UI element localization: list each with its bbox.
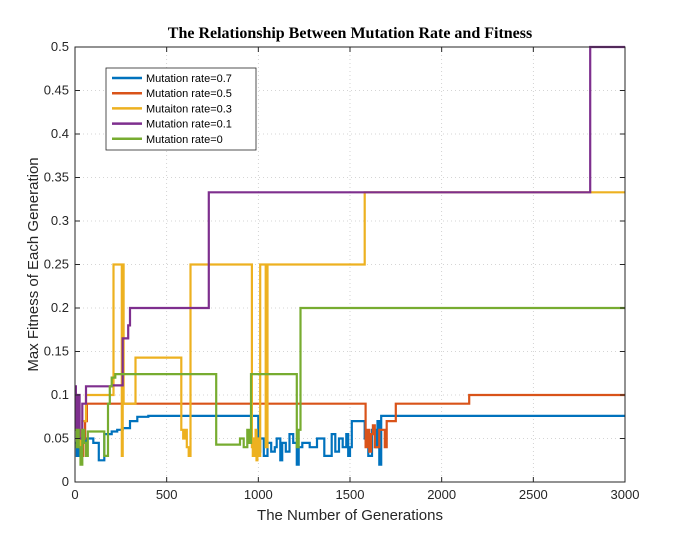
x-tick-label: 2000 xyxy=(427,487,456,502)
y-tick-label: 0.5 xyxy=(51,39,69,54)
y-tick-label: 0 xyxy=(62,474,69,489)
chart-title: The Relationship Between Mutation Rate a… xyxy=(168,25,532,42)
y-tick-label: 0.25 xyxy=(44,257,69,272)
series-line-4 xyxy=(75,306,625,466)
x-tick-label: 1500 xyxy=(336,487,365,502)
y-tick-label: 0.1 xyxy=(51,387,69,402)
legend-label: Mutation rate=0.1 xyxy=(146,119,232,131)
x-tick-label: 2500 xyxy=(519,487,548,502)
x-tick-label: 500 xyxy=(156,487,178,502)
series-layer xyxy=(74,45,625,466)
legend-label: Mutation rate=0.5 xyxy=(146,88,232,100)
x-tick-label: 1000 xyxy=(244,487,273,502)
y-tick-label: 0.15 xyxy=(44,344,69,359)
x-axis-label: The Number of Generations xyxy=(257,507,443,524)
y-tick-label: 0.05 xyxy=(44,431,69,446)
y-tick-label: 0.35 xyxy=(44,170,69,185)
y-tick-label: 0.3 xyxy=(51,213,69,228)
x-axis-ticks: 0 500 1000 1500 2000 2500 3000 xyxy=(71,47,639,502)
y-tick-label: 0.45 xyxy=(44,83,69,98)
y-tick-label: 0.4 xyxy=(51,126,69,141)
legend-label: Mutation rate=0 xyxy=(146,134,223,146)
series-line-2 xyxy=(75,191,625,462)
x-tick-label: 3000 xyxy=(611,487,640,502)
legend-label: Mutation rate=0.7 xyxy=(146,73,232,85)
series-line-0 xyxy=(75,414,625,466)
y-axis-ticks: 0 0.05 0.1 0.15 0.2 0.25 0.3 0.35 0.4 0.45 0.5 xyxy=(44,39,625,489)
legend: Mutation rate=0.7 Mutation rate=0.5 Mutait… xyxy=(105,67,257,151)
x-tick-label: 0 xyxy=(71,487,78,502)
y-axis-label: Max Fitness of Each Generation xyxy=(25,157,42,371)
y-tick-label: 0.2 xyxy=(51,300,69,315)
legend-label: Mutaiton rate=0.3 xyxy=(146,103,232,115)
